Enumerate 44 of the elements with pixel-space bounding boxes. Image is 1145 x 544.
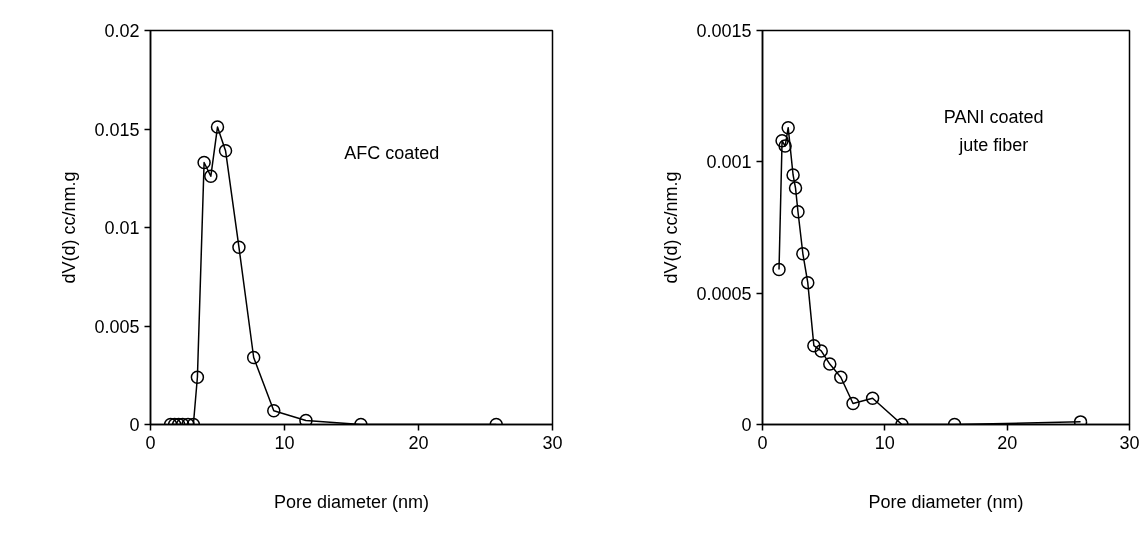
x-tick-label: 0 (145, 432, 156, 453)
point (197, 155, 211, 170)
x-tick-label: 0 (757, 432, 768, 453)
x-tick-label: 10 (274, 432, 295, 453)
y-tick-label: 0 (741, 415, 752, 435)
point (781, 120, 795, 135)
x-tick-label: 30 (1119, 432, 1140, 453)
x-axis-title: Pore diameter (nm) (868, 491, 1024, 512)
y-axis-title: dV(d) cc/nm.g (661, 171, 682, 284)
annotation: PANI coated jute fiber (943, 107, 1044, 155)
point (788, 181, 803, 195)
y-tick-label: 0.0005 (696, 283, 752, 304)
point (218, 143, 233, 158)
y-tick-label: 0.02 (104, 21, 140, 41)
point (807, 338, 821, 353)
y-axis-title: dV(d) cc/nm.g (59, 171, 80, 284)
point (791, 205, 805, 219)
point (775, 134, 789, 148)
y-tick-label: 0.001 (706, 152, 752, 173)
y-tick-label: 0.015 (94, 119, 140, 140)
point (786, 168, 800, 182)
point (778, 139, 792, 153)
point (796, 247, 810, 261)
x-tick-label: 20 (408, 432, 429, 453)
point (865, 391, 880, 405)
y-tick-label: 0.005 (94, 316, 140, 337)
y-tick-label: 0.01 (104, 218, 140, 238)
x-axis-title: Pore diameter (nm) (273, 491, 430, 512)
annotation: AFC coated (344, 142, 440, 163)
point (232, 240, 246, 254)
y-tick-label: 0 (129, 415, 140, 435)
point (204, 169, 218, 184)
point (772, 262, 786, 277)
point (299, 413, 313, 425)
point (823, 357, 837, 371)
point (834, 370, 848, 384)
point (846, 396, 860, 411)
point (210, 120, 225, 134)
point (801, 275, 815, 290)
x-tick-label: 10 (874, 432, 895, 453)
x-tick-label: 30 (542, 432, 563, 453)
point (814, 344, 828, 358)
x-tick-label: 20 (997, 432, 1018, 453)
y-tick-label: 0.0015 (696, 21, 752, 41)
